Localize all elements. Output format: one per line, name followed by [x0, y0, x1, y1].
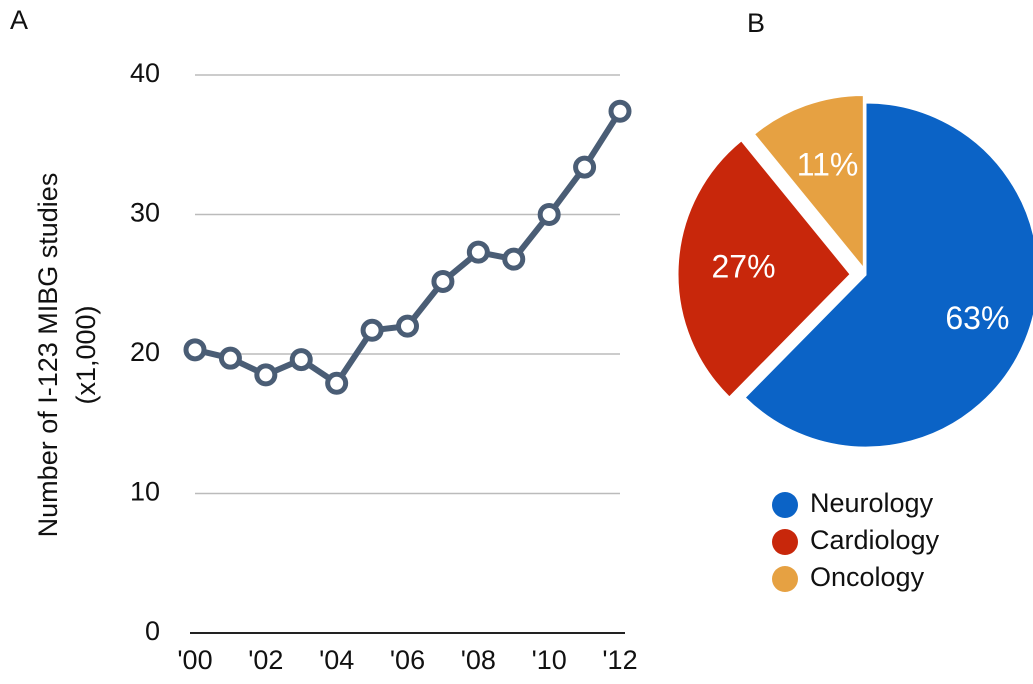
- y-tick-label: 30: [130, 198, 160, 228]
- marker: [537, 203, 561, 226]
- x-tick-label: '06: [390, 645, 425, 675]
- x-tick-label: '12: [602, 645, 637, 675]
- marker: [466, 240, 490, 264]
- legend-label: Cardiology: [810, 525, 940, 555]
- marker: [608, 99, 632, 123]
- marker: [502, 247, 526, 271]
- marker: [396, 314, 419, 338]
- panel-label: A: [10, 5, 28, 35]
- y-tick-label: 20: [130, 337, 160, 367]
- legend-swatch: [772, 566, 798, 592]
- marker: [325, 371, 349, 395]
- panel-label: B: [747, 8, 765, 38]
- y-axis-label: (x1,000): [71, 305, 101, 404]
- pie-slice: [744, 102, 1033, 448]
- legend-label: Oncology: [810, 562, 925, 592]
- y-tick-label: 10: [130, 477, 160, 507]
- legend-swatch: [772, 492, 798, 518]
- x-tick-label: '08: [461, 645, 496, 675]
- x-tick-label: '02: [248, 645, 283, 675]
- line: [194, 109, 623, 387]
- y-tick-label: 0: [145, 616, 160, 646]
- legend-swatch: [772, 529, 798, 555]
- y-axis-label: Number of I-123 MIBG studies: [33, 173, 63, 538]
- marker: [573, 155, 597, 179]
- marker: [183, 338, 207, 362]
- value-label: 63%: [945, 300, 1009, 336]
- value-label: 27%: [711, 249, 775, 285]
- marker: [360, 318, 384, 342]
- pie-slice: [677, 140, 851, 398]
- value-label: 11%: [797, 146, 859, 182]
- x-tick-label: '04: [319, 645, 354, 675]
- pie-slice: [753, 94, 864, 269]
- marker: [431, 269, 455, 293]
- x-tick-label: '00: [177, 645, 212, 675]
- marker: [254, 363, 278, 387]
- legend-label: Neurology: [810, 488, 934, 518]
- marker: [289, 348, 313, 372]
- marker: [218, 346, 242, 370]
- y-tick-label: 40: [130, 58, 160, 88]
- x-tick-label: '10: [532, 645, 567, 675]
